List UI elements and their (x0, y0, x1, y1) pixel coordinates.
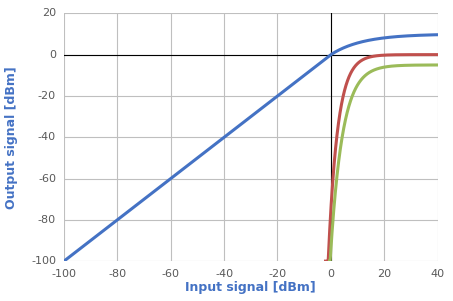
Text: Input signal [dBm]: Input signal [dBm] (185, 281, 316, 294)
Text: Output signal [dBm]: Output signal [dBm] (5, 66, 18, 209)
Text: -60: -60 (38, 174, 56, 184)
Text: -20: -20 (38, 91, 56, 101)
Text: 20: 20 (42, 8, 56, 18)
Text: -80: -80 (108, 269, 126, 279)
Text: 40: 40 (430, 269, 445, 279)
Text: 0: 0 (49, 50, 56, 60)
Text: -40: -40 (215, 269, 233, 279)
Text: 20: 20 (377, 269, 391, 279)
Text: -20: -20 (269, 269, 287, 279)
Text: -40: -40 (38, 132, 56, 142)
Text: -60: -60 (162, 269, 180, 279)
Text: -80: -80 (38, 215, 56, 225)
Text: 0: 0 (328, 269, 334, 279)
Text: -100: -100 (52, 269, 77, 279)
Text: -100: -100 (31, 256, 56, 266)
